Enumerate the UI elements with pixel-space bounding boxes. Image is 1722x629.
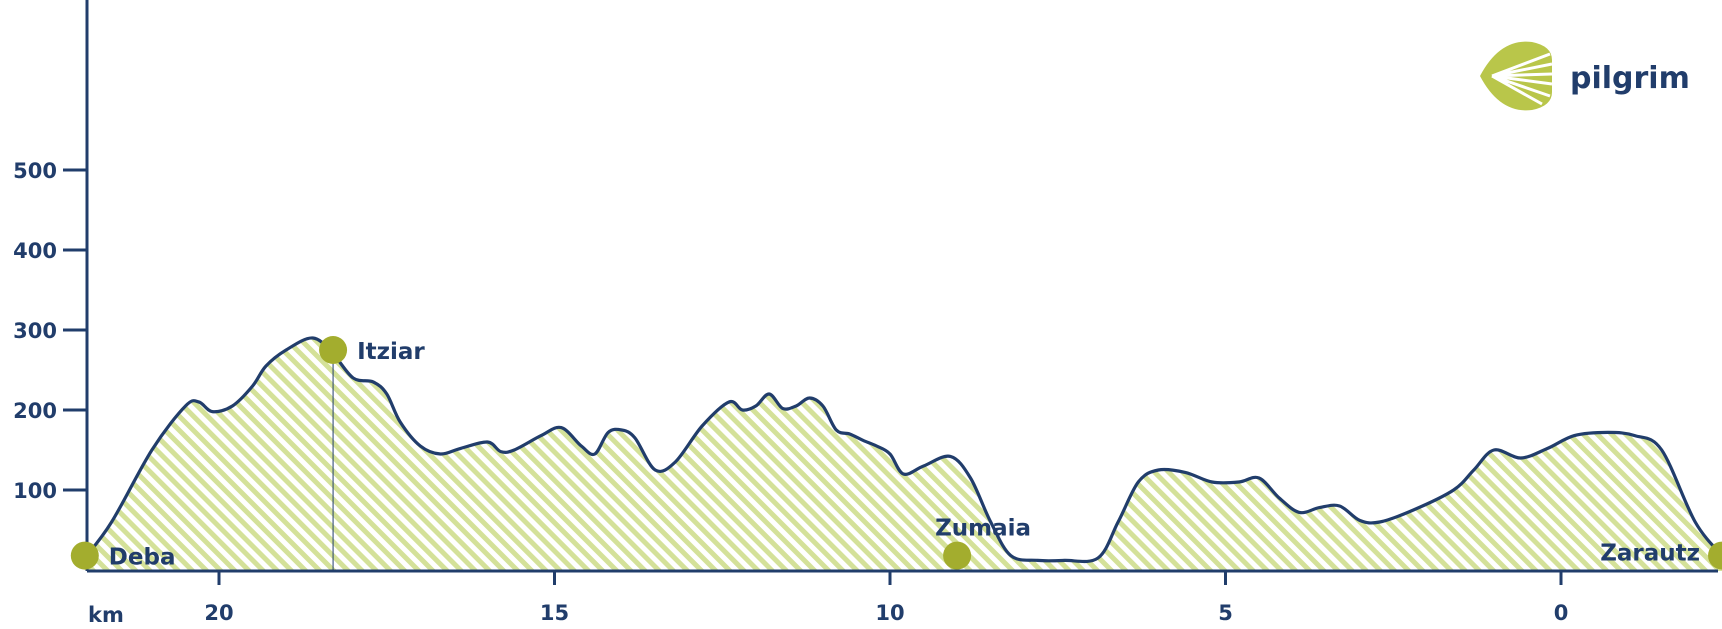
pilgrim-logo: pilgrim (1480, 41, 1690, 111)
y-tick-label: 500 (13, 159, 57, 183)
place-label: Deba (109, 545, 176, 571)
place-marker (943, 541, 972, 570)
x-tick-label: 20 (204, 601, 233, 625)
scallop-shell-icon (1480, 41, 1553, 111)
x-tick-label: 15 (540, 601, 569, 625)
place-marker (70, 541, 99, 570)
logo-text: pilgrim (1570, 61, 1690, 96)
place-label: Zarautz (1600, 541, 1700, 567)
place-markers: Deba Itziar Zumaia Zarautz (70, 336, 1722, 571)
x-axis-unit-label: km (88, 603, 124, 627)
axes: 100 200 300 400 500 20 15 10 5 0 km (13, 0, 1718, 627)
y-tick-label: 400 (13, 239, 57, 263)
elevation-fill (84, 337, 1722, 571)
place-label: Zumaia (935, 516, 1031, 542)
x-tick-label: 5 (1218, 601, 1233, 625)
elevation-line (83, 336, 1722, 564)
x-tick-label: 0 (1554, 601, 1569, 625)
y-tick-label: 200 (13, 399, 57, 423)
y-tick-label: 300 (13, 319, 57, 343)
elevation-area (83, 336, 1722, 571)
y-tick-label: 100 (13, 479, 57, 503)
place-marker (319, 336, 348, 364)
place-label: Itziar (357, 339, 425, 365)
place-marker (1708, 541, 1722, 570)
x-tick-label: 10 (875, 601, 904, 625)
